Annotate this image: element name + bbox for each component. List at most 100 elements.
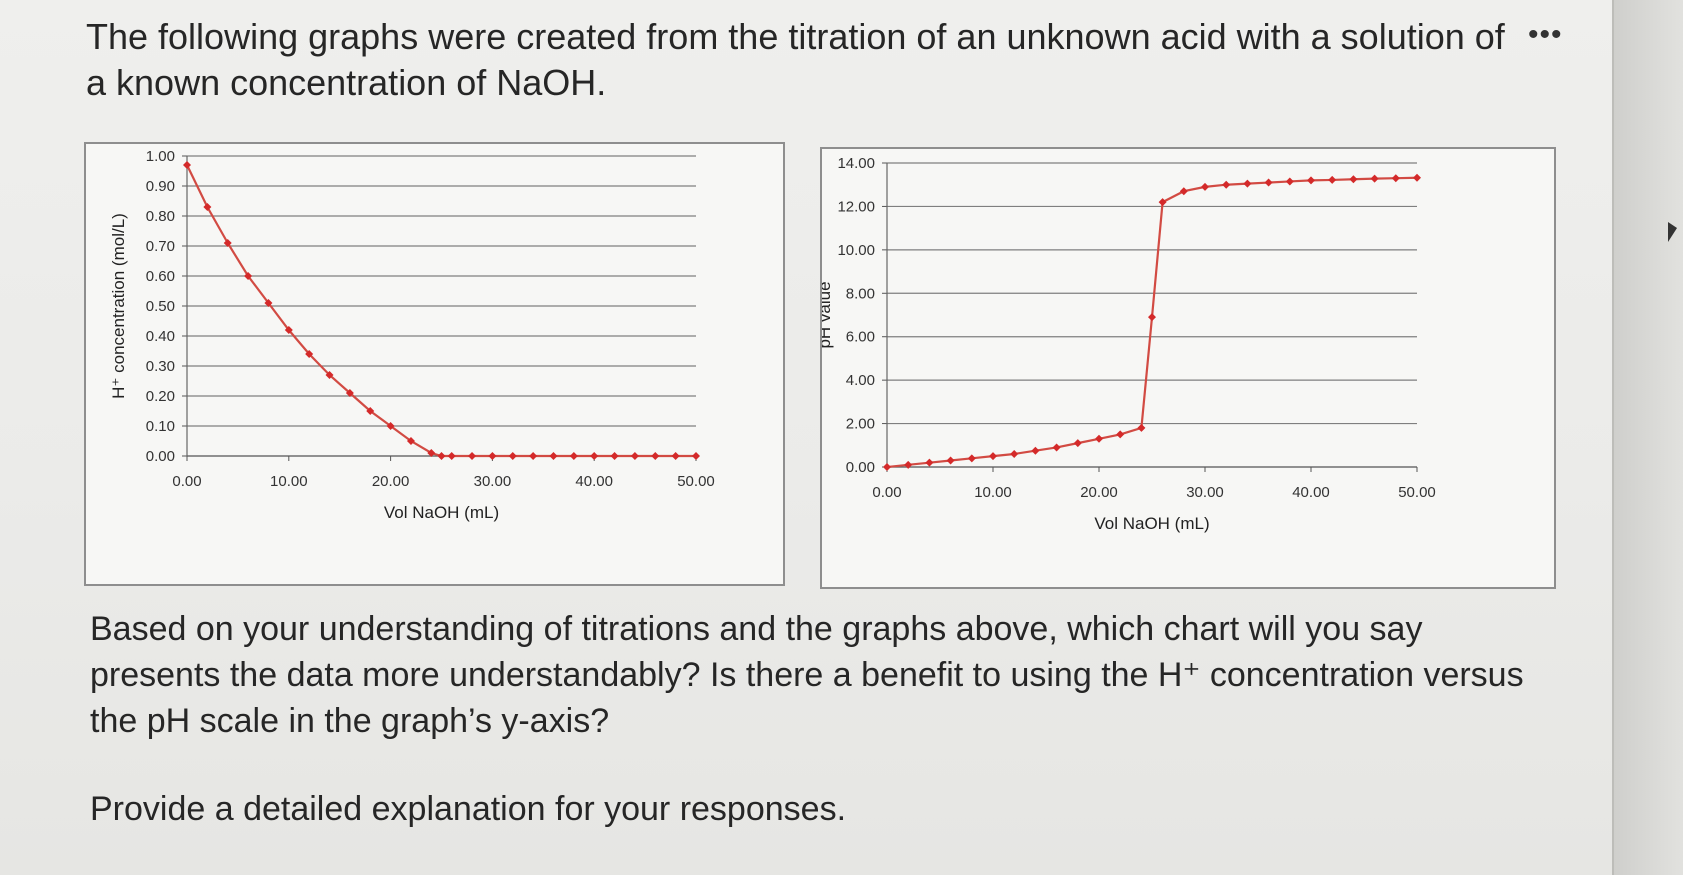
data-point [468, 452, 477, 460]
data-point [610, 452, 619, 460]
x-tick-label: 20.00 [372, 473, 410, 490]
x-tick-label: 30.00 [474, 473, 512, 490]
x-axis-label: Vol NaOH (mL) [384, 503, 499, 522]
data-point [305, 350, 314, 358]
data-point [1243, 179, 1252, 188]
data-point [1391, 174, 1400, 183]
data-point [1328, 175, 1337, 184]
more-options-icon[interactable]: ••• [1528, 18, 1563, 51]
series-line [186, 164, 696, 458]
y-tick-label: 0.40 [146, 328, 175, 345]
monitor-bezel [1612, 0, 1683, 875]
x-tick-label: 10.00 [974, 484, 1012, 501]
x-tick-label: 50.00 [677, 473, 715, 490]
data-point [1095, 434, 1103, 443]
y-tick-label: 0.20 [146, 388, 175, 405]
data-point [1264, 178, 1273, 187]
data-point [1148, 313, 1156, 322]
data-point [508, 452, 517, 460]
y-tick-label: 0.70 [146, 238, 175, 255]
y-axis-label: H⁺ concentration (mol/L) [109, 213, 128, 399]
data-point [569, 452, 578, 460]
data-point [244, 272, 253, 280]
x-tick-label: 0.00 [172, 473, 201, 490]
y-tick-label: 2.00 [846, 416, 875, 433]
data-point [1349, 175, 1358, 184]
chart-ph-value-svg: 0.00 2.00 4.00 6.00 8.00 10.00 12.00 14.00 0.00 1… [815, 155, 1436, 533]
data-point [692, 452, 700, 460]
data-point [386, 422, 395, 430]
y-tick-label: 12.00 [837, 198, 875, 215]
data-point [437, 452, 446, 460]
data-point [1179, 187, 1188, 196]
y-tick-label: 0.60 [146, 268, 175, 285]
data-point [1413, 173, 1421, 182]
data-point [1031, 446, 1040, 455]
data-point [488, 452, 497, 460]
x-tick-label: 0.00 [872, 484, 901, 501]
data-point [406, 437, 415, 445]
y-tick-label: 14.00 [837, 155, 875, 172]
x-tick-label: 40.00 [1292, 484, 1330, 501]
y-tick-label: 8.00 [846, 285, 875, 302]
y-tick-label: 0.80 [146, 208, 175, 225]
data-point [223, 239, 232, 247]
data-point [1201, 182, 1209, 191]
data-point [651, 452, 660, 460]
y-tick-label: 0.90 [146, 178, 175, 195]
y-tick-label: 1.00 [146, 148, 175, 165]
data-point [904, 460, 913, 469]
data-point [967, 454, 976, 463]
data-point [883, 463, 891, 471]
data-point [264, 299, 273, 307]
x-axis-label: Vol NaOH (mL) [1094, 514, 1209, 533]
data-point [325, 371, 334, 379]
y-tick-label: 0.00 [146, 448, 175, 465]
data-point [1073, 439, 1082, 448]
y-tick-label: 10.00 [837, 242, 875, 259]
data-point [1370, 174, 1379, 183]
chart-h-concentration: 0.00 0.10 0.20 0.30 0.40 0.50 0.60 0.70 0.80 0.90… [84, 142, 785, 586]
x-tick-label: 40.00 [575, 473, 613, 490]
x-tick-label: 10.00 [270, 473, 308, 490]
data-point [630, 452, 639, 460]
question-intro: The following graphs were created from t… [86, 16, 1505, 103]
data-point [925, 458, 934, 467]
data-point [671, 452, 680, 460]
data-point [946, 456, 955, 465]
data-point [1010, 449, 1019, 458]
y-tick-label: 0.00 [846, 459, 875, 476]
data-point [1158, 198, 1167, 207]
data-point [1116, 430, 1125, 439]
data-point [366, 407, 375, 415]
data-point [284, 326, 293, 334]
data-point [1137, 423, 1146, 432]
mouse-cursor-icon [1668, 222, 1677, 242]
data-point [1285, 177, 1294, 186]
x-tick-label: 20.00 [1080, 484, 1118, 501]
y-tick-label: 6.00 [846, 329, 875, 346]
x-tick-label: 30.00 [1186, 484, 1224, 501]
data-point [590, 452, 599, 460]
question-prompt: Based on your understanding of titration… [90, 610, 1524, 740]
chart-ph-value: 0.00 2.00 4.00 6.00 8.00 10.00 12.00 14.00 0.00 1… [815, 147, 1556, 589]
y-tick-label: 4.00 [846, 372, 875, 389]
y-tick-label: 0.30 [146, 358, 175, 375]
data-point [1307, 176, 1315, 185]
data-point [183, 161, 191, 169]
y-tick-label: 0.50 [146, 298, 175, 315]
x-tick-label: 50.00 [1398, 484, 1436, 501]
data-point [1052, 443, 1061, 452]
question-instruction: Provide a detailed explanation for your … [90, 790, 847, 828]
y-axis-label: pH value [822, 281, 834, 348]
data-point [1222, 180, 1231, 189]
data-point [447, 452, 456, 460]
data-point [345, 389, 354, 397]
data-point [549, 452, 558, 460]
chart-h-concentration-svg: 0.00 0.10 0.20 0.30 0.40 0.50 0.60 0.70 0.80 0.90… [109, 148, 715, 522]
data-point [529, 452, 538, 460]
data-point [427, 449, 436, 457]
data-point [989, 452, 997, 461]
y-tick-label: 0.10 [146, 418, 175, 435]
data-point [203, 203, 212, 211]
